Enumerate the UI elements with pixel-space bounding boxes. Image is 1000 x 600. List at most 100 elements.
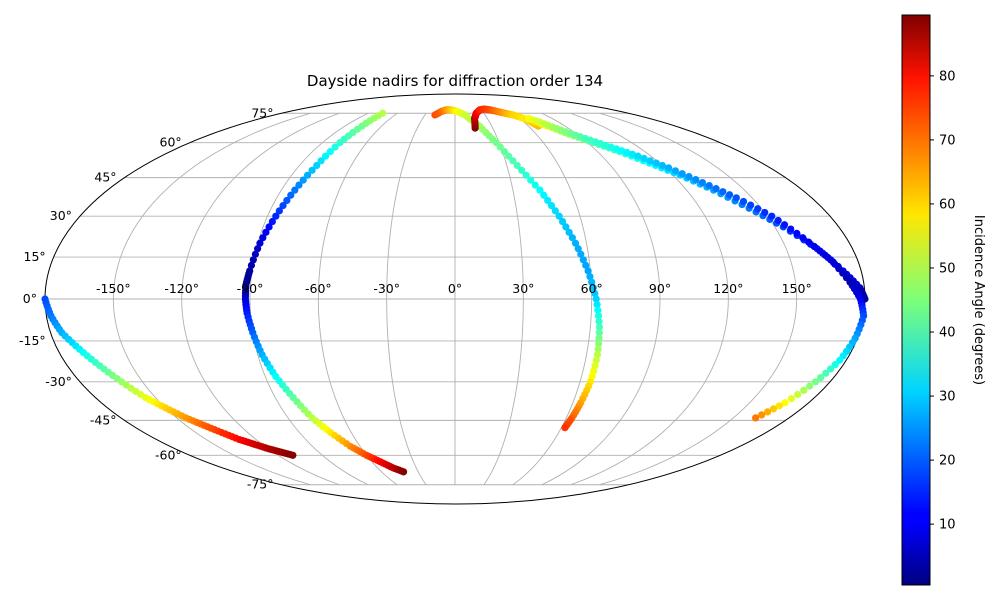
data-point [331,143,339,151]
latitude-tick-label: -30° [45,374,72,389]
data-point [527,176,535,184]
data-point [595,329,603,337]
data-point [555,212,563,220]
data-point [781,399,789,407]
latitude-tick-label: -75° [247,477,274,492]
data-point [593,351,602,359]
data-point [775,402,783,410]
latitude-tick-label: -45° [90,412,117,427]
map-grid [45,112,865,486]
latitude-tick-labels: 75° 60° 45° 30° 15° 0° -15° -30° -45° -60° -75° [19,105,273,491]
data-point [594,312,603,320]
data-point [259,234,267,242]
data-point [547,202,556,210]
colorbar-tick-label: 10 [939,518,956,533]
data-point [652,159,660,167]
data-point [826,365,835,373]
data-point [754,205,762,213]
data-point [698,178,707,187]
data-point [272,212,280,220]
data-point [308,166,316,174]
latitude-tick-label: 0° [23,291,37,306]
data-point [810,242,818,251]
data-point [268,217,276,226]
data-point [787,395,796,403]
data-point [739,197,748,206]
data-point [769,405,778,413]
data-point [725,191,734,199]
data-point [816,247,824,255]
data-point [794,390,802,399]
longitude-tick-label: -120° [164,281,199,296]
longitude-tick-label: 0° [448,281,462,296]
latitude-tick-label: 75° [251,105,273,120]
data-point [579,256,587,264]
data-point [336,139,344,147]
data-point [584,267,592,275]
data-point [551,207,559,215]
data-point [595,317,603,326]
data-point [291,186,299,194]
data-point [623,148,631,157]
data-point [326,147,334,156]
data-point [793,229,801,237]
data-point [317,157,325,165]
data-point [634,152,642,160]
data-point [591,289,599,297]
data-point [665,164,673,172]
longitude-tick-label: -30° [373,281,400,296]
data-point [558,217,567,226]
data-point [295,181,303,189]
data-point [747,201,755,209]
colorbar-tick-label: 40 [939,326,956,341]
colorbar-tick-label: 20 [939,454,956,469]
chart-title: Dayside nadirs for diffraction order 134 [307,72,603,90]
colorbar-tick-label: 80 [939,69,956,84]
data-point [593,301,601,309]
data-point [287,191,295,199]
data-point [692,176,700,184]
data-point [304,171,312,179]
data-point [658,161,667,170]
data-point [283,196,291,205]
data-point [577,250,585,258]
data-point [685,173,693,181]
data-point [256,239,264,247]
data-point [500,147,508,156]
colorbar: 10 20 30 40 50 60 70 80 Incidence Angle (degree… [901,14,986,586]
data-point [289,451,297,459]
data-point [787,225,795,233]
data-point [518,166,526,174]
colorbar-tick-label: 50 [939,261,956,276]
data-point [571,239,580,247]
data-point [509,157,517,165]
latitude-tick-label: -60° [155,447,182,462]
data-point [678,170,686,178]
data-point [712,185,720,193]
data-point [774,216,782,225]
data-point [831,361,839,369]
latitude-tick-label: -15° [19,333,46,348]
longitude-tick-label: 90° [649,281,671,296]
colorbar-ticks: 10 20 30 40 50 60 70 80 [930,69,956,533]
data-point [588,278,596,286]
colorbar-tick-label: 60 [939,197,956,212]
data-point [595,340,603,348]
data-point [595,323,604,331]
data-point [752,414,760,422]
longitude-tick-labels: -150° -120° -90° -60° -30° 0° 30° 60° 90° 120° 150… [96,281,812,296]
data-point [817,373,825,382]
data-point [574,245,582,253]
data-point [763,408,772,416]
data-point [592,295,600,303]
longitude-tick-label: 150° [782,281,812,296]
data-point [591,362,599,370]
data-point [568,234,576,242]
data-point [544,196,552,205]
data-point [251,250,259,258]
longitude-tick-label: -60° [305,281,332,296]
data-point [279,202,287,210]
data-point [399,468,408,476]
data-point [811,378,820,386]
